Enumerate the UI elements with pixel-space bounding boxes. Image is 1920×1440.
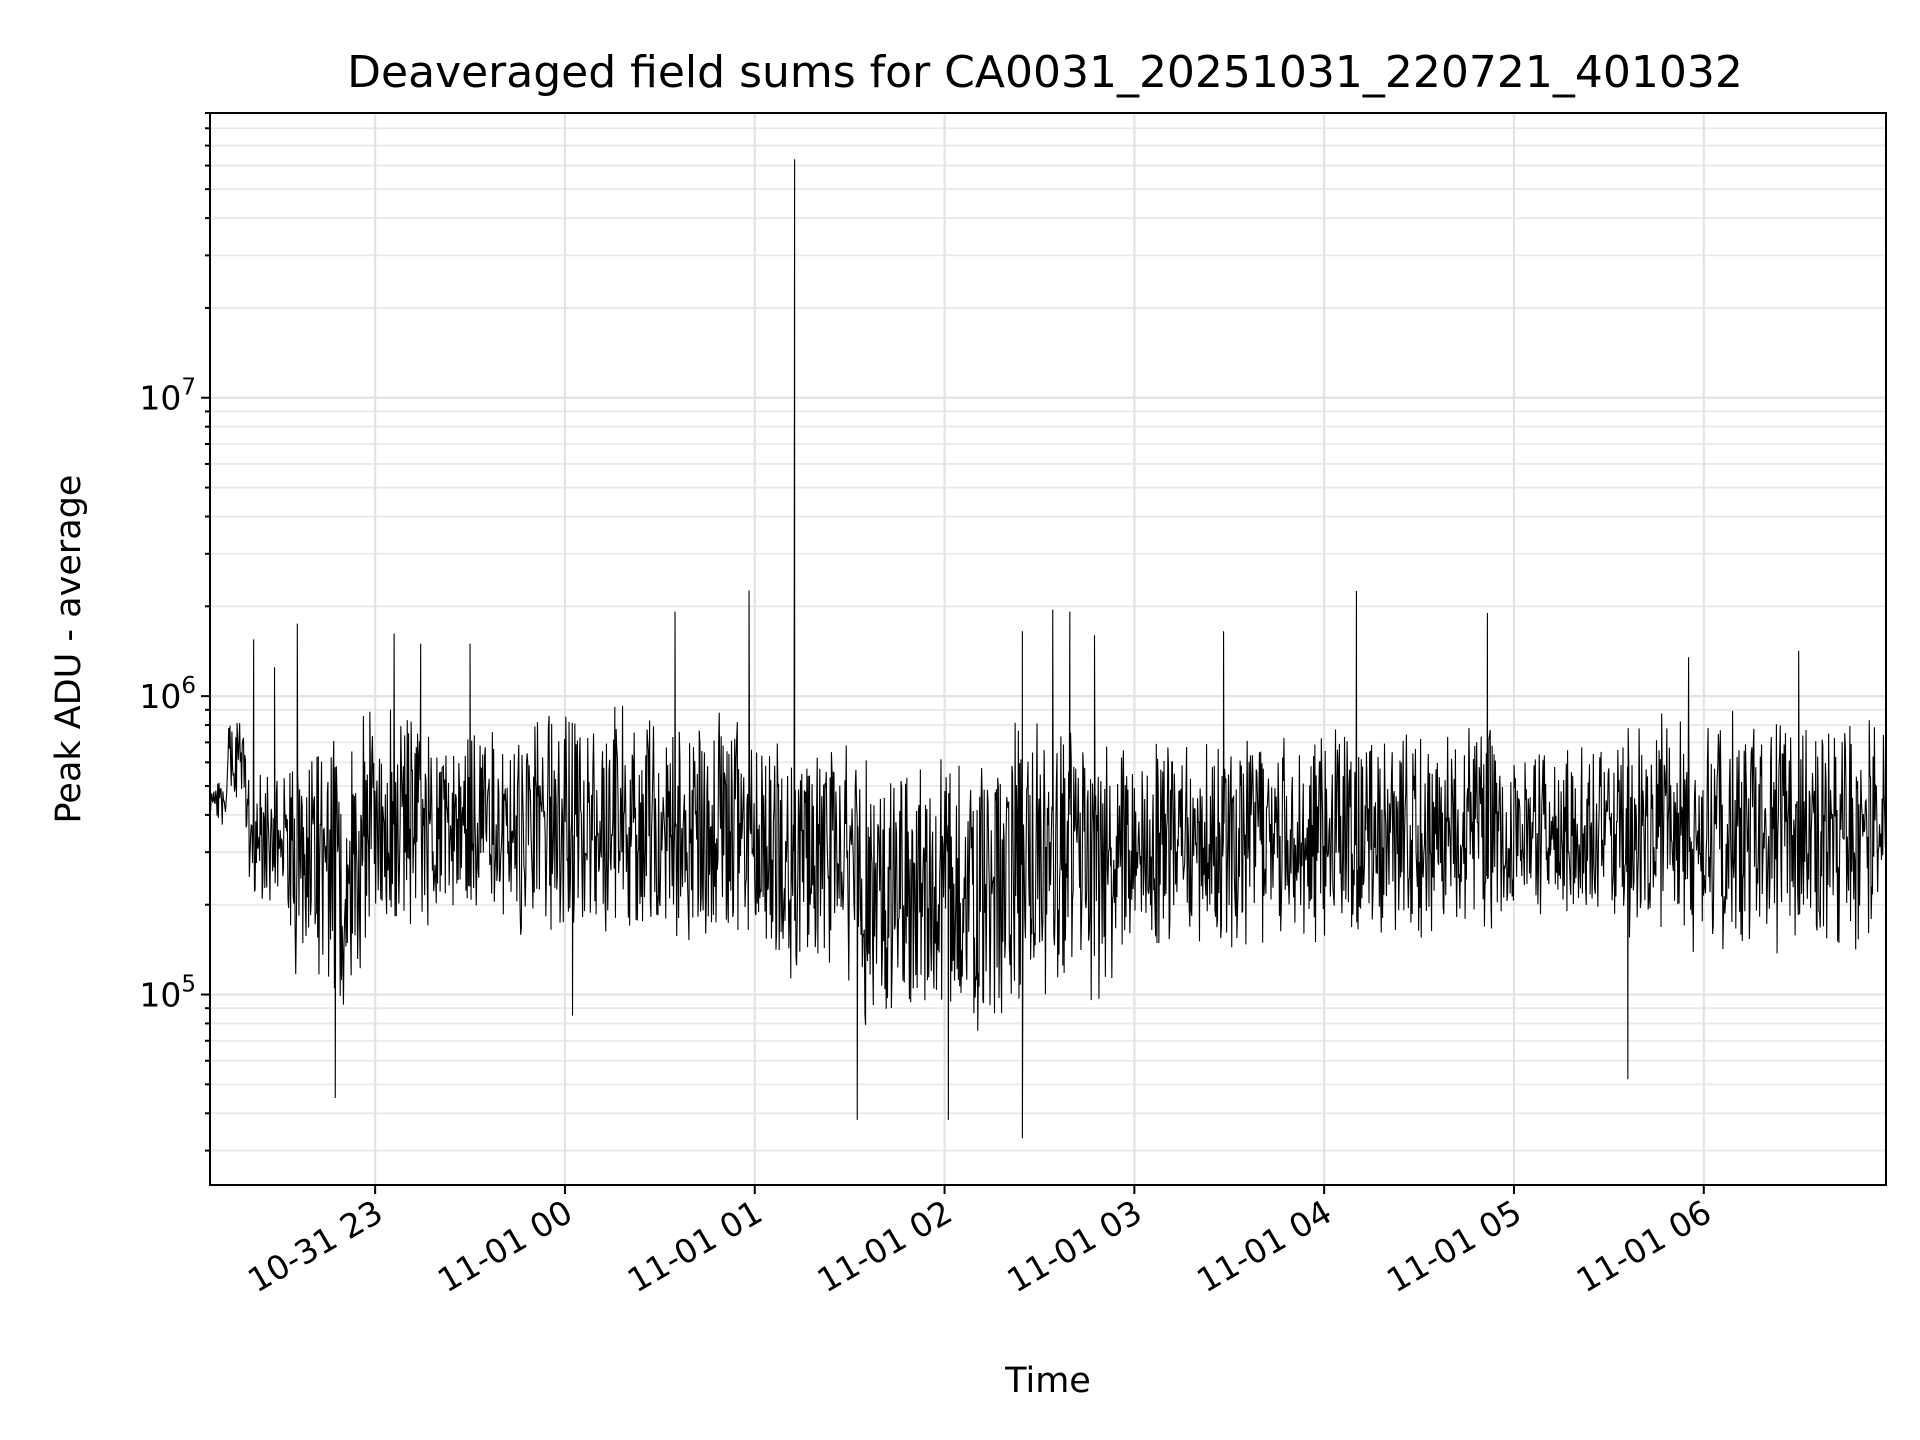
y-tick-base: 10 (139, 677, 181, 716)
y-tick-base: 10 (139, 379, 181, 418)
y-tick-exponent: 7 (181, 375, 196, 401)
series-line (209, 159, 1887, 1139)
plot-area (209, 159, 1887, 1139)
chart-title: Deaveraged field sums for CA0031_2025103… (347, 47, 1743, 98)
y-tick-label: 107 (139, 375, 196, 418)
grid-lines (210, 112, 1886, 1185)
y-tick-exponent: 6 (181, 673, 196, 699)
y-tick-label: 105 (139, 972, 196, 1015)
y-tick-base: 10 (139, 976, 181, 1015)
y-tick-label: 106 (139, 673, 196, 716)
y-axis-label: Peak ADU - average (49, 475, 89, 824)
axes-frame (209, 112, 1887, 1186)
y-tick-exponent: 5 (181, 972, 196, 998)
x-axis-label: Time (1004, 1361, 1091, 1401)
